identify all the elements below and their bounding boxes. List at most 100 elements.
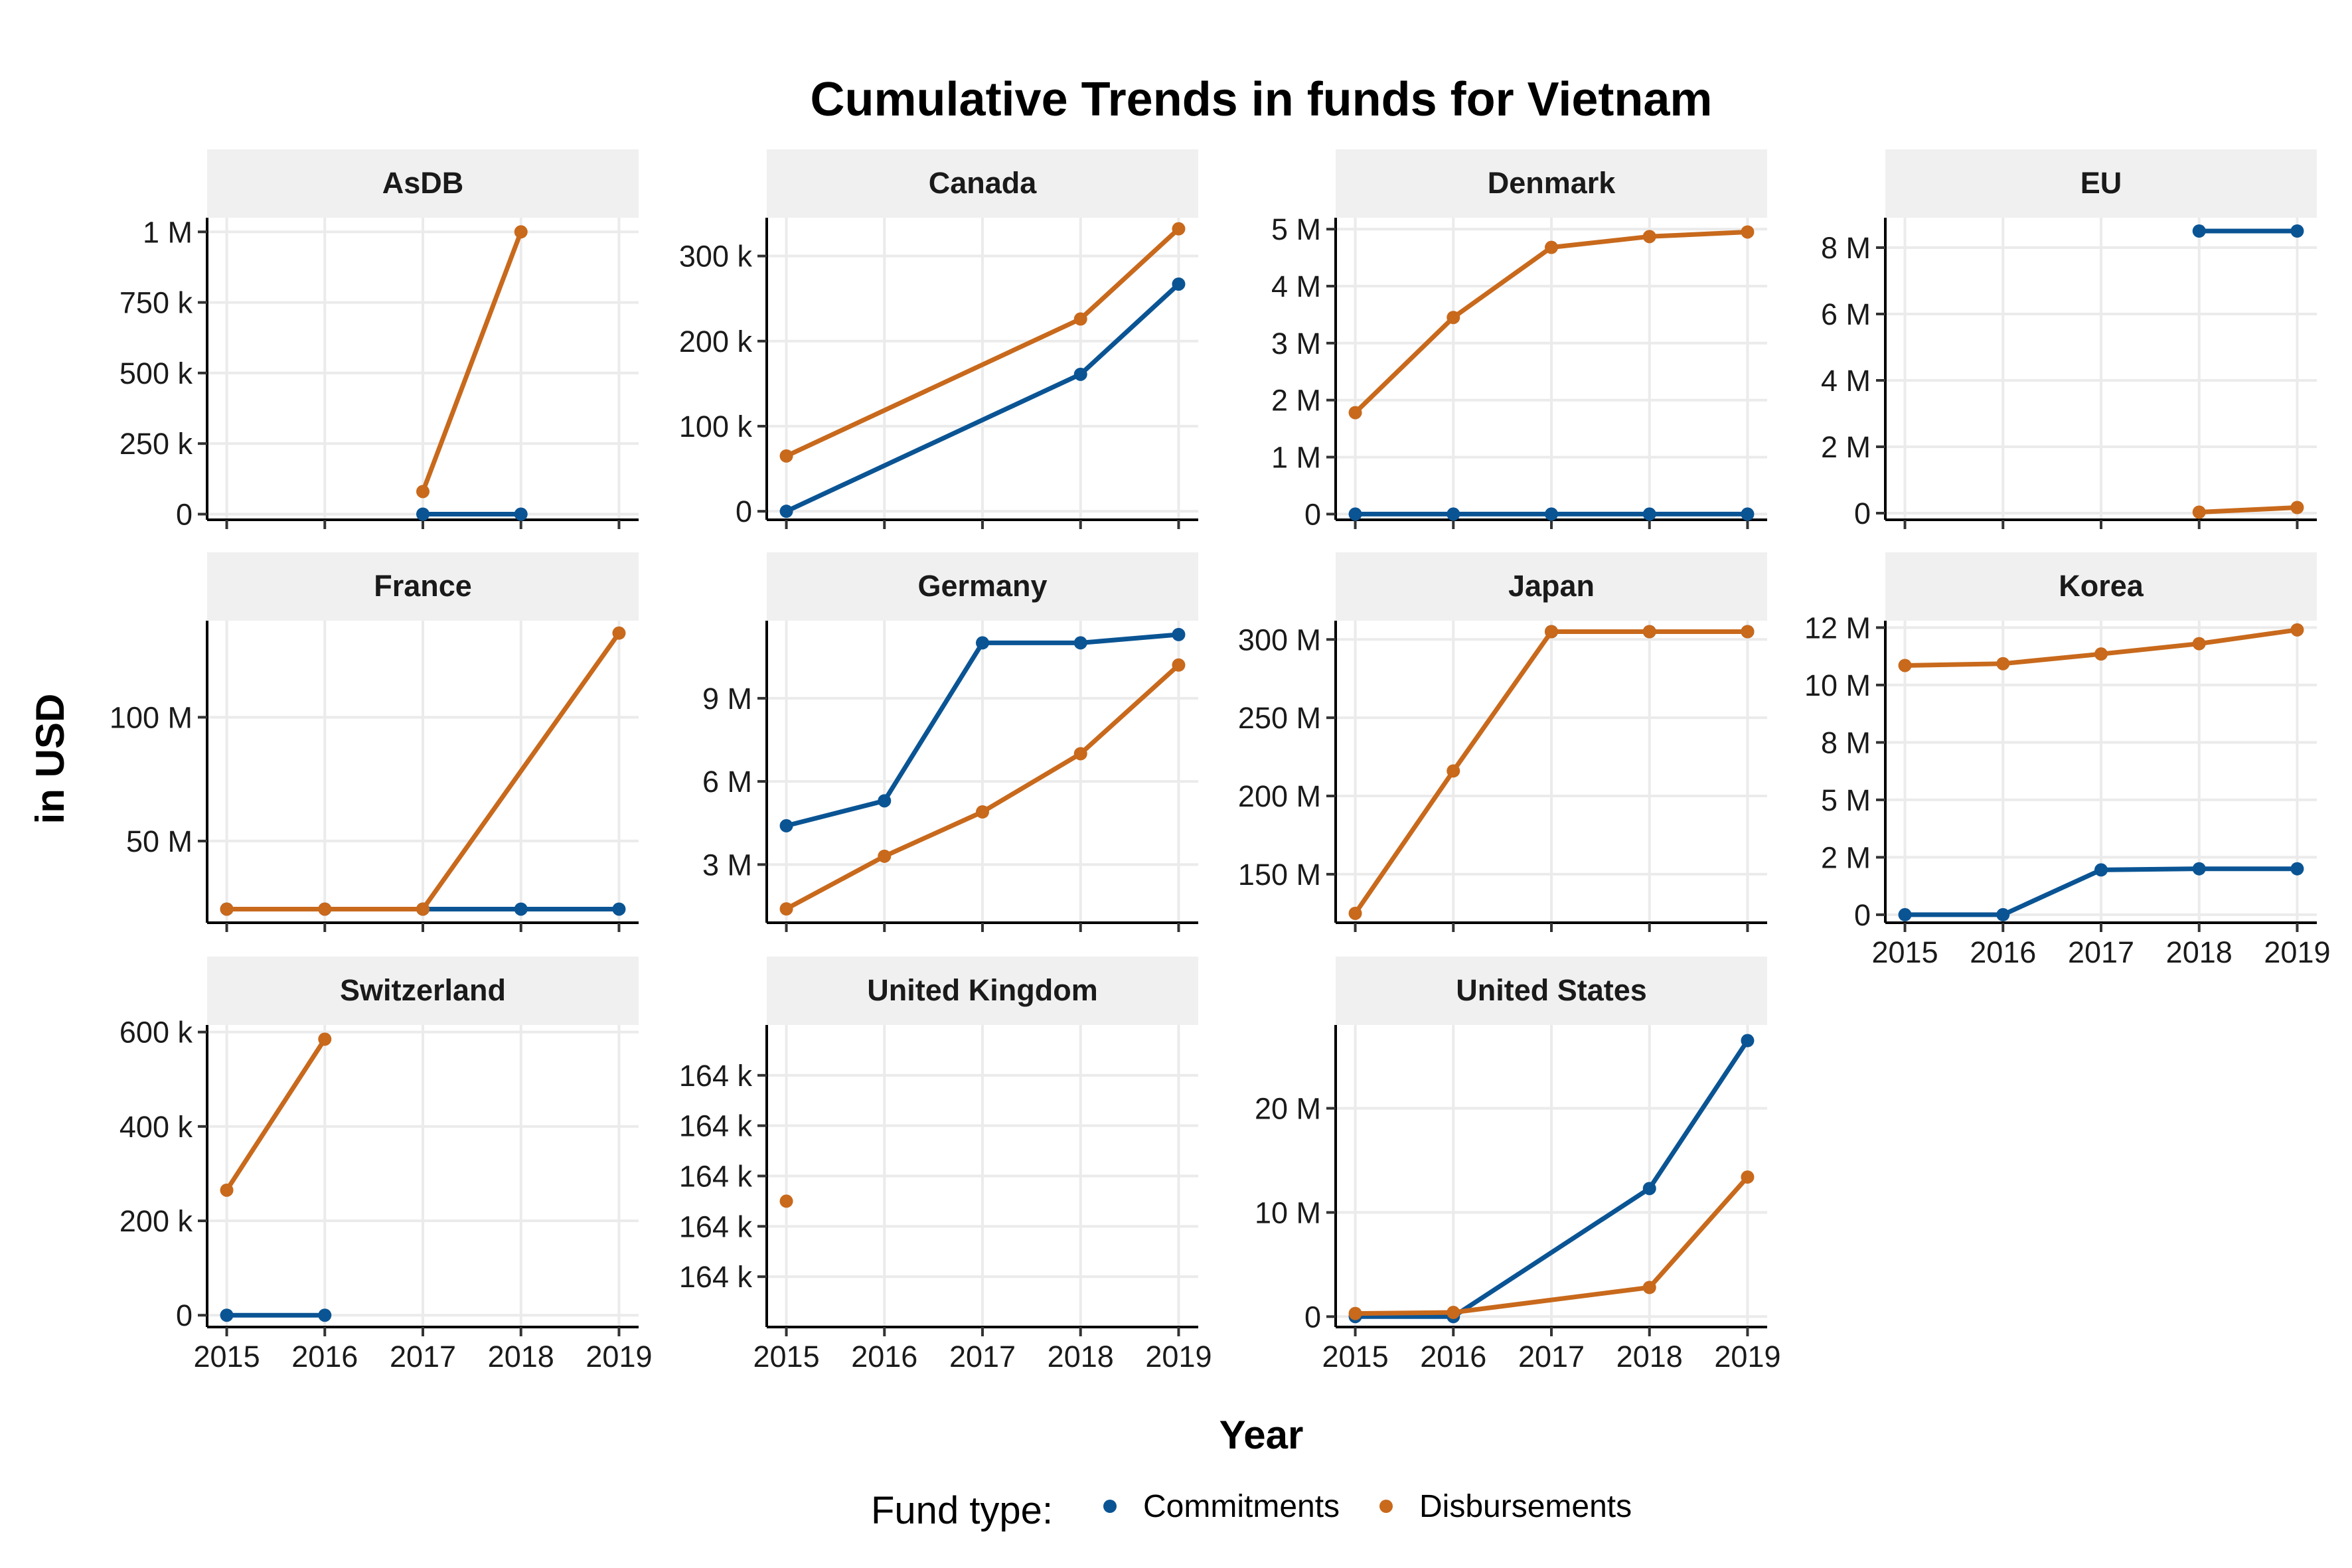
series-line-disbursements bbox=[420, 231, 523, 493]
y-tick-label: 0 bbox=[1304, 497, 1321, 531]
y-tick-label: 750 k bbox=[119, 286, 193, 320]
facet-united-kingdom: United Kingdom 164 k 164 k 164 k 164 k 164 k 2… bbox=[679, 957, 1212, 1373]
y-tick-label: 2 M bbox=[1821, 430, 1871, 464]
y-tick-label: 0 bbox=[736, 495, 752, 528]
y-tick-label: 8 M bbox=[1821, 231, 1871, 265]
data-point-disbursements bbox=[1545, 240, 1558, 254]
y-tick-label: 3 M bbox=[702, 848, 752, 882]
y-tick-label: 600 k bbox=[119, 1016, 193, 1050]
facet-label: Denmark bbox=[1488, 166, 1616, 200]
y-tick-label: 2 M bbox=[1821, 840, 1871, 874]
data-point-disbursements bbox=[1741, 625, 1755, 639]
data-point-commitments bbox=[514, 507, 528, 521]
y-tick-label: 0 bbox=[1854, 497, 1871, 530]
y-tick-label: 0 bbox=[176, 1298, 193, 1332]
data-point-commitments bbox=[1996, 907, 2010, 921]
data-point-commitments bbox=[318, 1308, 332, 1322]
y-tick-label: 200 k bbox=[679, 325, 753, 358]
data-point-disbursements bbox=[2094, 647, 2108, 661]
data-point-commitments bbox=[2192, 862, 2206, 876]
legend-entry-commitments: Commitments bbox=[1103, 1489, 1340, 1524]
y-tick-label: 150 M bbox=[1238, 858, 1321, 892]
data-point-commitments bbox=[1642, 507, 1656, 521]
facet-label: France bbox=[374, 569, 472, 603]
facet-strip bbox=[207, 149, 639, 218]
facet-label: Switzerland bbox=[340, 973, 506, 1007]
facet-strip bbox=[767, 552, 1198, 621]
x-tick-label: 2016 bbox=[851, 1340, 917, 1373]
y-tick-label: 4 M bbox=[1271, 270, 1321, 303]
data-point-disbursements bbox=[2290, 501, 2304, 514]
data-point-commitments bbox=[1073, 367, 1087, 381]
legend-entries: Commitments Disbursements bbox=[1103, 1489, 1632, 1524]
x-tick-label: 2017 bbox=[1518, 1340, 1585, 1373]
data-point-disbursements bbox=[1996, 657, 2010, 670]
facet-asdb: AsDB 0 250 k 500 k 750 k 1 M bbox=[119, 149, 639, 531]
y-tick-label: 0 bbox=[1304, 1300, 1321, 1334]
data-point-commitments bbox=[612, 902, 626, 916]
y-tick-label: 6 M bbox=[1821, 297, 1871, 331]
data-point-disbursements bbox=[1073, 747, 1087, 761]
y-tick-label: 1 M bbox=[143, 215, 193, 249]
facet-strip bbox=[207, 552, 639, 621]
y-tick-label: 5 M bbox=[1271, 212, 1321, 246]
facet-label: Japan bbox=[1508, 569, 1595, 603]
data-point-commitments bbox=[1898, 907, 1912, 921]
data-point-disbursements bbox=[220, 1183, 234, 1197]
facet-strip bbox=[767, 957, 1198, 1025]
facet-label: AsDB bbox=[382, 166, 464, 200]
data-point-disbursements bbox=[1172, 658, 1186, 672]
facet-label: Germany bbox=[917, 569, 1047, 603]
y-tick-label: 250 k bbox=[119, 427, 193, 461]
y-axis-title: in USD bbox=[28, 694, 72, 824]
data-point-disbursements bbox=[1447, 764, 1460, 778]
y-tick-label: 200 M bbox=[1238, 779, 1321, 813]
facet-label: United States bbox=[1456, 973, 1647, 1007]
legend-key bbox=[1103, 1500, 1117, 1513]
data-point-disbursements bbox=[1545, 625, 1558, 639]
facet-denmark: Denmark 0 1 M 2 M 3 M 4 M 5 M bbox=[1271, 149, 1767, 531]
y-tick-label: 164 k bbox=[679, 1160, 753, 1194]
data-point-disbursements bbox=[416, 902, 430, 916]
data-point-disbursements bbox=[318, 1032, 332, 1046]
y-tick-label: 164 k bbox=[679, 1260, 753, 1294]
x-tick-label: 2018 bbox=[2166, 935, 2233, 969]
data-point-commitments bbox=[1741, 1034, 1755, 1048]
data-point-disbursements bbox=[1447, 1306, 1460, 1320]
data-point-commitments bbox=[878, 794, 892, 808]
data-point-disbursements bbox=[1642, 625, 1656, 639]
data-point-disbursements bbox=[2192, 505, 2206, 519]
data-point-disbursements bbox=[1348, 1306, 1362, 1320]
y-tick-label: 12 M bbox=[1804, 611, 1871, 645]
y-tick-label: 20 M bbox=[1255, 1092, 1321, 1126]
data-point-disbursements bbox=[1073, 312, 1087, 326]
x-tick-label: 2019 bbox=[2264, 935, 2330, 969]
data-point-disbursements bbox=[1447, 311, 1460, 325]
facet-strip bbox=[1885, 149, 2317, 218]
data-point-commitments bbox=[1741, 507, 1755, 521]
x-tick-label: 2019 bbox=[1714, 1340, 1780, 1373]
facet-switzerland: Switzerland 0 200 k 400 k 600 k 2015 2016 2017 2… bbox=[119, 957, 653, 1373]
legend-label: Commitments bbox=[1143, 1489, 1340, 1524]
data-point-disbursements bbox=[1898, 659, 1912, 672]
data-point-disbursements bbox=[2290, 623, 2304, 637]
facet-germany: Germany 3 M 6 M 9 M bbox=[702, 552, 1198, 932]
x-tick-label: 2015 bbox=[1322, 1340, 1388, 1373]
data-point-disbursements bbox=[878, 849, 892, 863]
data-point-commitments bbox=[416, 507, 430, 521]
data-point-disbursements bbox=[1741, 1170, 1755, 1184]
legend-label: Disbursements bbox=[1419, 1489, 1632, 1524]
facet-label: Canada bbox=[929, 166, 1038, 200]
data-point-commitments bbox=[2192, 224, 2206, 238]
x-axis-title: Year bbox=[1219, 1413, 1304, 1457]
facet-japan: Japan 150 M 200 M 250 M 300 M bbox=[1238, 552, 1767, 932]
y-tick-label: 5 M bbox=[1821, 783, 1871, 817]
facet-strip bbox=[767, 149, 1198, 218]
data-point-commitments bbox=[779, 819, 793, 832]
data-point-disbursements bbox=[2192, 637, 2206, 651]
x-tick-label: 2018 bbox=[1048, 1340, 1114, 1373]
data-point-disbursements bbox=[976, 805, 989, 819]
data-point-disbursements bbox=[318, 902, 332, 916]
